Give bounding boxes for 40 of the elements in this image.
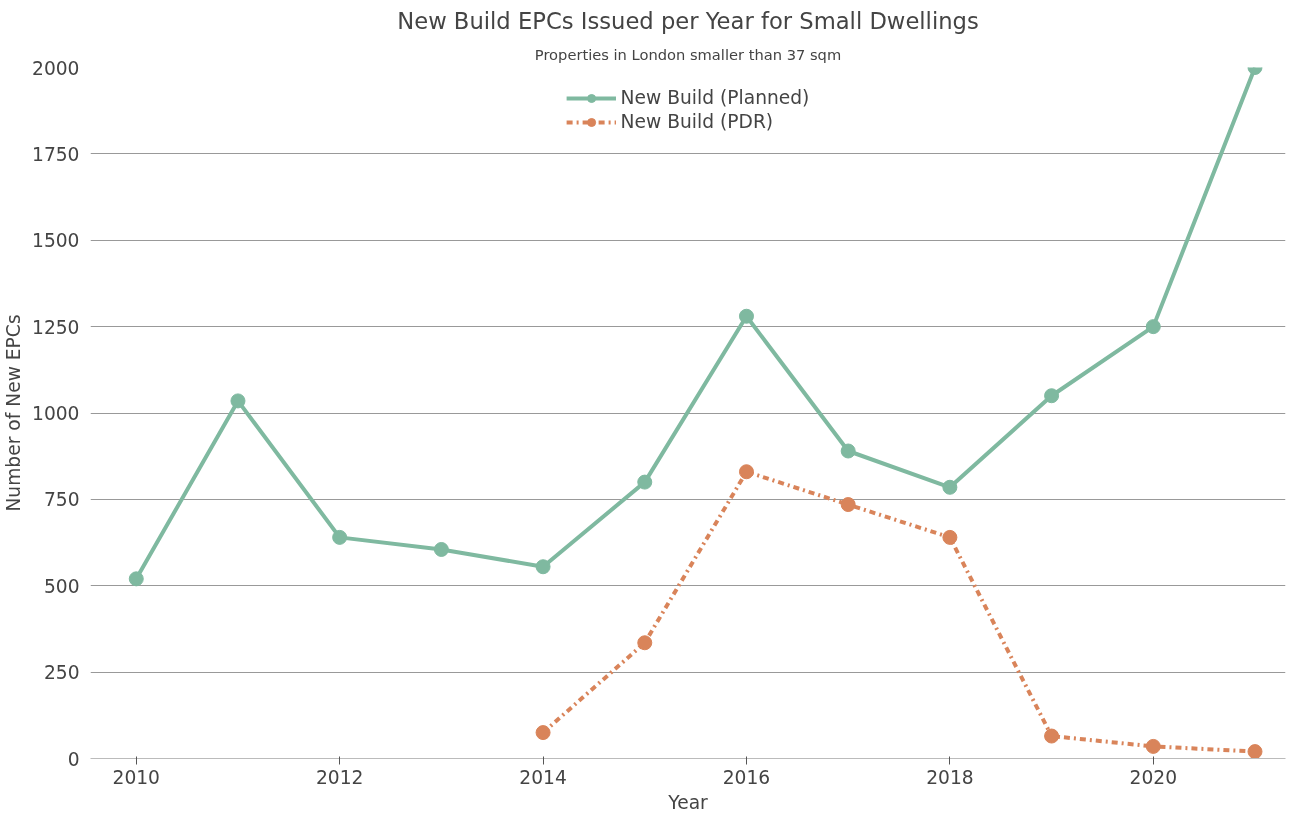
y-tick-label: 1000: [32, 403, 80, 424]
point: [738, 308, 754, 324]
point: [942, 529, 958, 545]
point: [942, 479, 958, 495]
x-tick-label: 2012: [315, 766, 364, 788]
point: [637, 474, 653, 490]
x-tick-label: 2020: [1129, 766, 1178, 788]
y-tick-label: 1500: [32, 230, 80, 252]
x-tick-label: 2010: [112, 766, 161, 788]
point: [535, 559, 551, 575]
x-tick-label: 2018: [926, 766, 974, 788]
point: [1145, 738, 1161, 754]
y-axis-title: Number of New EPCs: [3, 314, 25, 512]
y-tick-label: 500: [43, 575, 80, 597]
x-axis-title: Year: [667, 791, 709, 813]
y-tick-label: 1250: [32, 316, 80, 338]
point: [332, 529, 348, 545]
y-tick-label: 0: [67, 748, 80, 770]
point: [433, 541, 449, 557]
legend-label: New Build (PDR): [620, 111, 774, 132]
y-tick-label: 2000: [32, 57, 80, 79]
x-tick-label: 2016: [722, 766, 771, 788]
chart-title: New Build EPCs Issued per Year for Small Dwellings: [397, 7, 979, 34]
legend-label: New Build (Planned): [620, 87, 810, 108]
x-tick-label: 2014: [519, 766, 567, 788]
y-tick-label: 1750: [32, 143, 80, 165]
point: [1247, 744, 1263, 759]
point: [637, 635, 653, 651]
point: [230, 393, 246, 409]
point: [535, 725, 551, 741]
point: [840, 443, 856, 459]
point: [1145, 319, 1161, 335]
point: [840, 497, 856, 513]
point: [738, 464, 754, 480]
point: [1044, 728, 1060, 744]
point: [1044, 388, 1060, 404]
y-tick-label: 250: [43, 662, 80, 684]
y-tick-label: 750: [43, 489, 80, 511]
chart-subtitle: Properties in London smaller than 37 sqm: [534, 45, 842, 63]
point: [128, 571, 144, 587]
